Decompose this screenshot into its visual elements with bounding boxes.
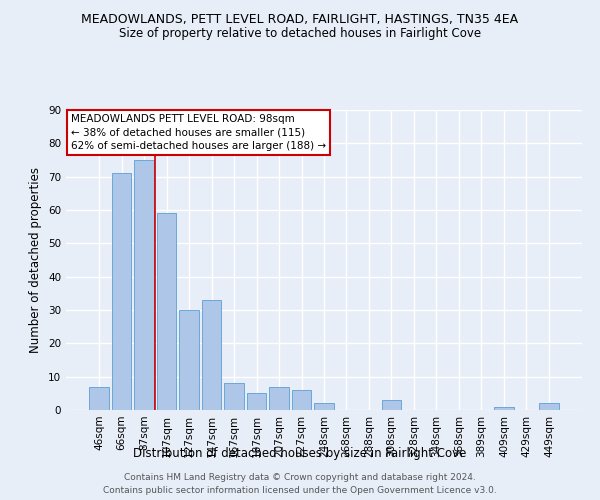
Text: MEADOWLANDS PETT LEVEL ROAD: 98sqm
← 38% of detached houses are smaller (115)
62: MEADOWLANDS PETT LEVEL ROAD: 98sqm ← 38%… bbox=[71, 114, 326, 151]
Bar bbox=[157, 214, 176, 410]
Bar bbox=[539, 404, 559, 410]
Y-axis label: Number of detached properties: Number of detached properties bbox=[29, 167, 43, 353]
Bar bbox=[89, 386, 109, 410]
Bar bbox=[494, 406, 514, 410]
Bar bbox=[224, 384, 244, 410]
Bar bbox=[134, 160, 154, 410]
Bar bbox=[382, 400, 401, 410]
Bar bbox=[112, 174, 131, 410]
Text: Contains HM Land Registry data © Crown copyright and database right 2024.: Contains HM Land Registry data © Crown c… bbox=[124, 472, 476, 482]
Bar bbox=[314, 404, 334, 410]
Bar bbox=[269, 386, 289, 410]
Bar bbox=[247, 394, 266, 410]
Text: Size of property relative to detached houses in Fairlight Cove: Size of property relative to detached ho… bbox=[119, 28, 481, 40]
Bar bbox=[179, 310, 199, 410]
Text: Contains public sector information licensed under the Open Government Licence v3: Contains public sector information licen… bbox=[103, 486, 497, 495]
Text: MEADOWLANDS, PETT LEVEL ROAD, FAIRLIGHT, HASTINGS, TN35 4EA: MEADOWLANDS, PETT LEVEL ROAD, FAIRLIGHT,… bbox=[82, 12, 518, 26]
Bar bbox=[202, 300, 221, 410]
Bar bbox=[292, 390, 311, 410]
Text: Distribution of detached houses by size in Fairlight Cove: Distribution of detached houses by size … bbox=[133, 448, 467, 460]
